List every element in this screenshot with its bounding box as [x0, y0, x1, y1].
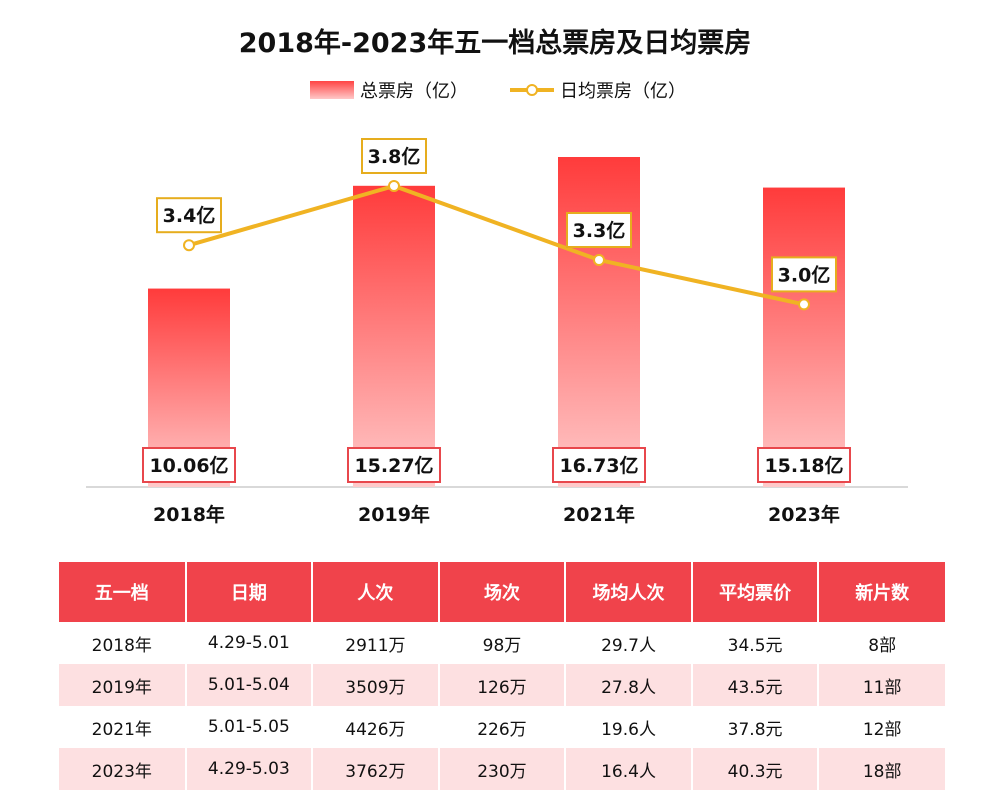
- line-value-label: 3.8亿: [368, 145, 421, 168]
- labels-group: 10.06亿 15.27亿 16.73亿 15.18亿 3.4亿 3.8亿 3.3亿 3.0亿…: [142, 138, 851, 526]
- th-screenings: 场次: [437, 562, 566, 622]
- legend-bar-label: 总票房（亿）: [360, 81, 468, 102]
- cell-year: 2018年: [59, 622, 186, 664]
- line-point: [388, 180, 400, 192]
- x-tick-label: 2021年: [563, 503, 635, 526]
- table-row: 2023年 4.29-5.03 3762万 230万 16.4人 40.3元 1…: [59, 748, 945, 790]
- line-label-box: [361, 138, 427, 174]
- line-series-group: [183, 180, 810, 311]
- cell-avg-attendance: 19.6人: [564, 706, 692, 748]
- legend-line-marker: [526, 84, 538, 96]
- cell-admissions: 2911万: [311, 622, 439, 664]
- cell-avg-price: 40.3元: [690, 748, 819, 790]
- line-value-label: 3.0亿: [778, 263, 831, 286]
- cell-screenings: 226万: [437, 706, 566, 748]
- cell-screenings: 98万: [437, 622, 566, 664]
- table-row: 2018年 4.29-5.01 2911万 98万 29.7人 34.5元 8部: [59, 622, 945, 664]
- line-label-box: [771, 256, 837, 293]
- bar-label-box: [347, 447, 441, 483]
- bar-value-label: 15.27亿: [354, 454, 433, 477]
- line-label-box: [156, 197, 222, 234]
- table-row: 2021年 5.01-5.05 4426万 226万 19.6人 37.8元 1…: [59, 706, 945, 748]
- th-avg-attendance: 场均人次: [564, 562, 692, 622]
- cell-avg-attendance: 16.4人: [564, 748, 692, 790]
- bar-total-box-office: [763, 187, 845, 487]
- legend-line-label: 日均票房（亿）: [560, 81, 686, 102]
- cell-date: 5.01-5.05: [184, 706, 313, 748]
- cell-new-films: 12部: [817, 706, 945, 748]
- cell-date: 4.29-5.03: [184, 748, 313, 790]
- bars-group: [148, 157, 845, 487]
- legend-bar-swatch: [310, 81, 354, 99]
- th-period: 五一档: [59, 562, 186, 622]
- x-tick-label: 2019年: [358, 503, 430, 526]
- cell-avg-attendance: 29.7人: [564, 622, 692, 664]
- line-point: [183, 239, 195, 252]
- cell-new-films: 8部: [817, 622, 945, 664]
- cell-admissions: 4426万: [311, 706, 439, 748]
- bar-value-label: 16.73亿: [559, 454, 638, 477]
- bar-label-box: [757, 447, 851, 483]
- cell-date: 5.01-5.04: [184, 664, 313, 706]
- line-label-box: [566, 212, 632, 248]
- table-header-row: 五一档 日期 人次 场次 场均人次 平均票价 新片数: [59, 562, 945, 622]
- table-row: 2019年 5.01-5.04 3509万 126万 27.8人 43.5元 1…: [59, 664, 945, 706]
- cell-admissions: 3509万: [311, 664, 439, 706]
- cell-year: 2019年: [59, 664, 186, 706]
- bar-total-box-office: [353, 185, 435, 487]
- th-admissions: 人次: [311, 562, 439, 622]
- cell-screenings: 230万: [437, 748, 566, 790]
- cell-avg-price: 43.5元: [690, 664, 819, 706]
- cell-new-films: 11部: [817, 664, 945, 706]
- x-tick-label: 2018年: [153, 503, 225, 526]
- bar-label-box: [142, 447, 236, 483]
- chart: 2018年-2023年五一档总票房及日均票房 总票房（亿） 日均票房（亿） 10…: [86, 27, 908, 526]
- bar-label-box: [552, 447, 646, 483]
- th-avg-price: 平均票价: [690, 562, 819, 622]
- chart-title: 2018年-2023年五一档总票房及日均票房: [239, 27, 752, 59]
- cell-avg-price: 37.8元: [690, 706, 819, 748]
- line-daily-box-office: [188, 183, 805, 307]
- cell-year: 2021年: [59, 706, 186, 748]
- bar-value-label: 15.18亿: [764, 454, 843, 477]
- x-tick-label: 2023年: [768, 503, 840, 526]
- cell-new-films: 18部: [817, 748, 945, 790]
- line-value-label: 3.3亿: [573, 219, 626, 242]
- cell-admissions: 3762万: [311, 748, 439, 790]
- line-value-label: 3.4亿: [163, 204, 216, 227]
- stats-table: 五一档 日期 人次 场次 场均人次 平均票价 新片数 2018年 4.29-5.…: [59, 562, 945, 790]
- cell-date: 4.29-5.01: [184, 622, 313, 664]
- th-date: 日期: [184, 562, 313, 622]
- line-point: [798, 298, 810, 311]
- cell-screenings: 126万: [437, 664, 566, 706]
- cell-avg-attendance: 27.8人: [564, 664, 692, 706]
- bar-value-label: 10.06亿: [149, 454, 228, 477]
- cell-year: 2023年: [59, 748, 186, 790]
- line-point: [593, 254, 605, 266]
- cell-avg-price: 34.5元: [690, 622, 819, 664]
- th-new-films: 新片数: [817, 562, 945, 622]
- bar-total-box-office: [558, 157, 640, 487]
